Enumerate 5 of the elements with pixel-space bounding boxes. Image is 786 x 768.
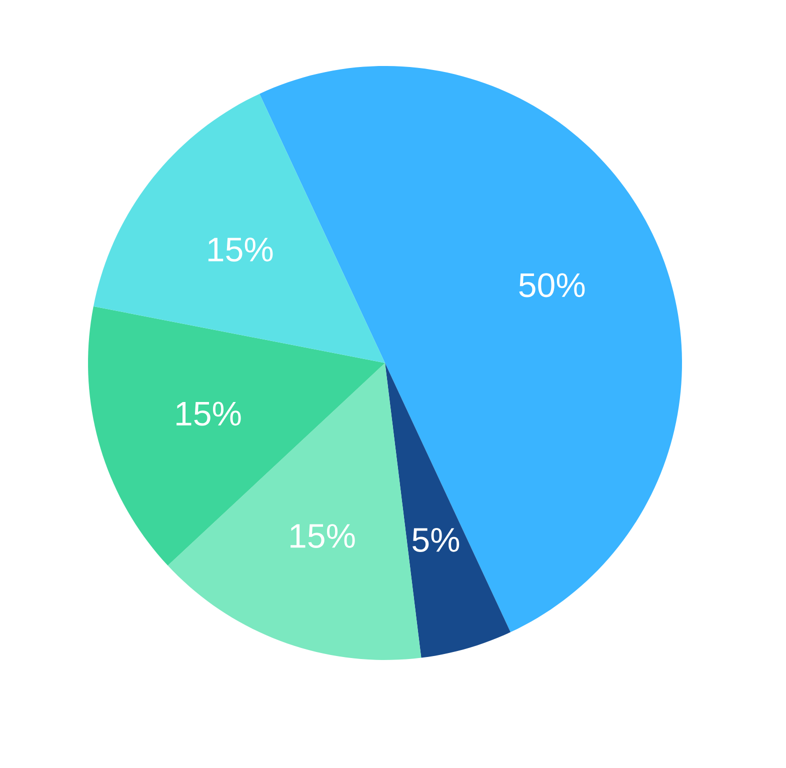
data-label: 5%: [412, 528, 460, 552]
data-label: 15%: [176, 402, 241, 426]
data-label: 15%: [208, 238, 273, 262]
data-label: 50%: [519, 273, 585, 298]
data-label: 15%: [290, 524, 355, 548]
